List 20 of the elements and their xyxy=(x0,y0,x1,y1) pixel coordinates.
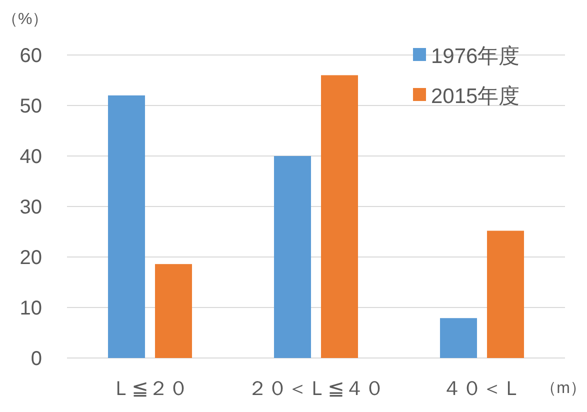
bar xyxy=(274,156,311,358)
bar xyxy=(487,230,524,358)
legend-label: 2015年度 xyxy=(431,85,520,108)
bar xyxy=(440,318,477,358)
bar xyxy=(155,264,192,358)
y-tick-label: 50 xyxy=(20,96,42,118)
y-tick-label: 30 xyxy=(20,196,42,218)
x-tick-label: Ｌ≦２０ xyxy=(112,378,188,400)
y-axis-title: （%） xyxy=(2,11,48,28)
y-tick-label: 10 xyxy=(20,298,42,320)
y-tick-label: 20 xyxy=(20,247,42,269)
bar xyxy=(321,75,358,358)
bar xyxy=(108,95,145,358)
y-tick-label: 60 xyxy=(20,45,42,67)
x-tick-label: ４０＜Ｌ xyxy=(442,378,522,400)
legend-label: 1976年度 xyxy=(431,45,520,68)
y-tick-label: 40 xyxy=(20,146,42,168)
x-axis-title: （m） xyxy=(540,380,586,397)
y-tick-label: 0 xyxy=(30,348,42,370)
x-tick-label: ２０＜Ｌ≦４０ xyxy=(248,378,384,400)
